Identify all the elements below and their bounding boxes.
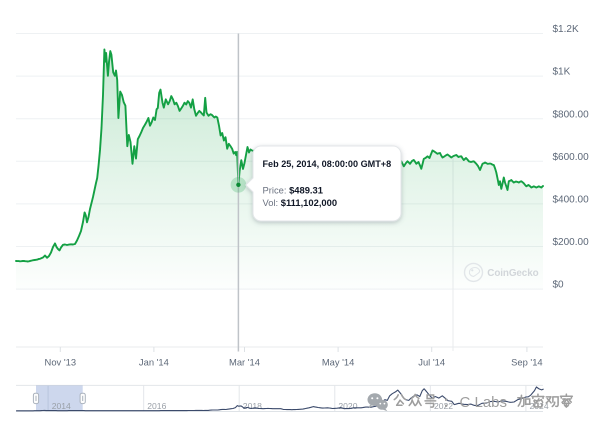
svg-text:2014: 2014 xyxy=(52,401,71,411)
svg-text:$1K: $1K xyxy=(553,67,571,78)
svg-text:Feb 25, 2014, 08:00:00 GMT+8: Feb 25, 2014, 08:00:00 GMT+8 xyxy=(263,159,392,169)
svg-text:$400.00: $400.00 xyxy=(553,195,590,206)
svg-text:Jul '14: Jul '14 xyxy=(418,357,445,368)
svg-text:2022: 2022 xyxy=(434,401,453,411)
svg-text:Jan '14: Jan '14 xyxy=(139,357,169,368)
svg-text:$800.00: $800.00 xyxy=(553,109,590,120)
svg-text:2024: 2024 xyxy=(530,401,549,411)
svg-text:Mar '14: Mar '14 xyxy=(229,357,260,368)
svg-text:Price: $489.31: Price: $489.31 xyxy=(263,185,323,196)
svg-text:2016: 2016 xyxy=(147,401,166,411)
svg-text:$0: $0 xyxy=(553,280,565,291)
svg-text:Sep '14: Sep '14 xyxy=(511,357,543,368)
svg-text:May '14: May '14 xyxy=(322,357,355,368)
svg-text:Vol: $111,102,000: Vol: $111,102,000 xyxy=(263,197,338,208)
svg-text:Nov '13: Nov '13 xyxy=(45,357,77,368)
svg-text:2018: 2018 xyxy=(243,401,262,411)
svg-text:$200.00: $200.00 xyxy=(553,237,590,248)
svg-text:CoinGecko: CoinGecko xyxy=(487,268,538,279)
svg-text:C Labs: C Labs xyxy=(460,394,508,411)
svg-text:$1.2K: $1.2K xyxy=(553,24,579,35)
svg-text:$600.00: $600.00 xyxy=(553,152,590,163)
svg-text:2020: 2020 xyxy=(338,401,357,411)
